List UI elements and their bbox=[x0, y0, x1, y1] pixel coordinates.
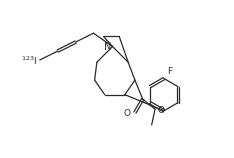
Text: O: O bbox=[124, 109, 131, 118]
Text: N: N bbox=[104, 42, 111, 52]
Text: F: F bbox=[167, 67, 172, 76]
Text: O: O bbox=[158, 106, 165, 115]
Text: $^{123}$I: $^{123}$I bbox=[21, 55, 37, 67]
